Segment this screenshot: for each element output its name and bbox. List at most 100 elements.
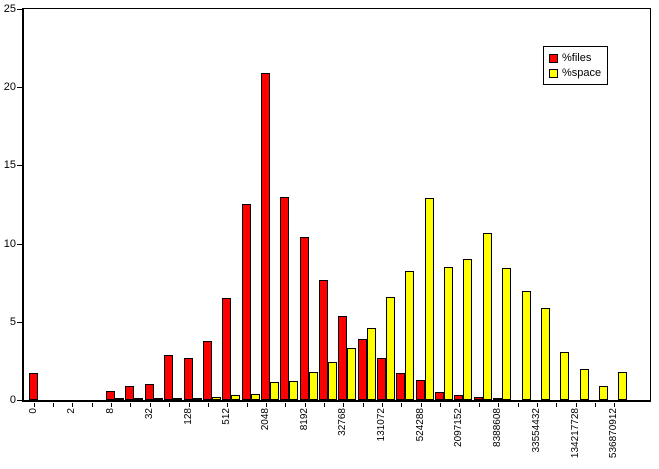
x-axis-tick-label: 2097152 xyxy=(453,408,464,447)
bar-files-0 xyxy=(29,373,38,400)
x-axis-tick-label: 128 xyxy=(183,408,194,425)
bar-files-32768 xyxy=(338,316,347,400)
bar-space-64 xyxy=(173,398,182,400)
x-axis-tick xyxy=(556,403,557,407)
bar-files-262144 xyxy=(396,373,405,400)
bar-files-1024 xyxy=(242,204,251,400)
x-axis-tick xyxy=(130,403,131,407)
bar-files-65536 xyxy=(358,339,367,400)
y-axis-tick xyxy=(17,87,22,88)
legend: %files %space xyxy=(543,46,608,85)
x-axis-tick-label: 8388608 xyxy=(492,408,503,447)
bar-space-67108864 xyxy=(560,352,569,400)
x-axis-tick xyxy=(576,403,577,407)
x-axis-tick xyxy=(614,403,615,407)
x-axis-tick xyxy=(111,403,112,407)
bar-files-131072 xyxy=(377,358,386,400)
bar-space-8192 xyxy=(309,372,318,400)
x-axis-tick xyxy=(227,403,228,407)
x-axis-tick-label: 33554432 xyxy=(531,408,542,453)
legend-item-files: %files xyxy=(549,51,607,66)
bar-files-512 xyxy=(222,298,231,400)
bar-space-512 xyxy=(231,395,240,400)
bar-space-128 xyxy=(193,398,202,400)
bar-files-256 xyxy=(203,341,212,400)
x-axis-tick xyxy=(92,403,93,407)
x-axis-tick-label: 131072 xyxy=(376,408,387,442)
bar-files-4194304 xyxy=(474,397,483,400)
bar-space-2097152 xyxy=(463,259,472,400)
x-axis-tick xyxy=(595,403,596,407)
bar-space-256 xyxy=(212,397,221,400)
x-axis-tick xyxy=(401,403,402,407)
x-axis-tick xyxy=(208,403,209,407)
x-axis-tick-label: 536870912 xyxy=(608,408,619,459)
x-axis-tick xyxy=(169,403,170,407)
bar-space-8388608 xyxy=(502,268,511,400)
bar-files-8388608 xyxy=(493,398,502,400)
x-axis-tick xyxy=(518,403,519,407)
x-axis-tick xyxy=(305,403,306,407)
bar-space-65536 xyxy=(367,328,376,400)
bar-space-268435456 xyxy=(599,386,608,400)
bar-space-536870912 xyxy=(618,372,627,400)
x-axis-tick xyxy=(440,403,441,407)
bar-files-8 xyxy=(106,391,115,400)
bar-space-4096 xyxy=(289,381,298,400)
x-axis-tick xyxy=(150,403,151,407)
bar-space-33554432 xyxy=(541,308,550,400)
x-axis-tick-label: 524288 xyxy=(415,408,426,442)
bar-space-32768 xyxy=(347,348,356,400)
x-axis-tick xyxy=(459,403,460,407)
y-axis-tick-label: 15 xyxy=(3,159,16,171)
x-axis-tick xyxy=(53,403,54,407)
bar-space-16777216 xyxy=(522,291,531,400)
y-axis-tick xyxy=(17,322,22,323)
bar-space-8 xyxy=(115,398,124,400)
x-axis-tick xyxy=(189,403,190,407)
bar-files-2048 xyxy=(261,73,270,400)
x-axis-tick xyxy=(343,403,344,407)
y-axis-tick xyxy=(17,244,22,245)
x-axis-tick-label: 32768 xyxy=(337,408,348,436)
x-axis-tick-label: 8192 xyxy=(299,408,310,431)
x-axis-tick xyxy=(363,403,364,407)
y-axis-tick xyxy=(17,165,22,166)
bar-files-16384 xyxy=(319,280,328,400)
legend-label-files: %files xyxy=(562,52,592,64)
y-axis-tick-label: 25 xyxy=(3,3,16,15)
bar-files-16 xyxy=(125,386,134,400)
bar-space-262144 xyxy=(405,271,414,400)
x-axis-tick xyxy=(34,403,35,407)
x-axis-tick xyxy=(247,403,248,407)
x-axis-tick-label: 2 xyxy=(66,408,77,414)
bar-files-1048576 xyxy=(435,392,444,400)
x-axis-tick xyxy=(537,403,538,407)
bar-space-16384 xyxy=(328,362,337,400)
y-axis-tick xyxy=(17,400,22,401)
x-axis-tick xyxy=(421,403,422,407)
files-series-swatch-icon xyxy=(549,54,558,63)
bar-space-4194304 xyxy=(483,233,492,400)
bar-files-2097152 xyxy=(454,395,463,400)
x-axis-tick-label: 2048 xyxy=(260,408,271,431)
legend-label-space: %space xyxy=(562,67,602,79)
x-axis-tick xyxy=(285,403,286,407)
bar-space-524288 xyxy=(425,198,434,400)
bar-space-32 xyxy=(154,398,163,400)
x-axis-tick-label: 0 xyxy=(28,408,39,414)
x-axis-tick xyxy=(324,403,325,407)
bar-space-16 xyxy=(134,398,143,400)
bar-files-4096 xyxy=(280,197,289,400)
bar-files-32 xyxy=(145,384,154,400)
bar-files-128 xyxy=(184,358,193,400)
x-axis-tick xyxy=(266,403,267,407)
space-series-swatch-icon xyxy=(549,69,558,78)
legend-item-space: %space xyxy=(549,66,607,81)
bar-space-1024 xyxy=(251,394,260,400)
bar-space-1048576 xyxy=(444,267,453,400)
bar-space-134217728 xyxy=(580,369,589,400)
y-axis-tick-label: 5 xyxy=(9,316,16,328)
x-axis-tick-label: 134217728 xyxy=(570,408,581,459)
